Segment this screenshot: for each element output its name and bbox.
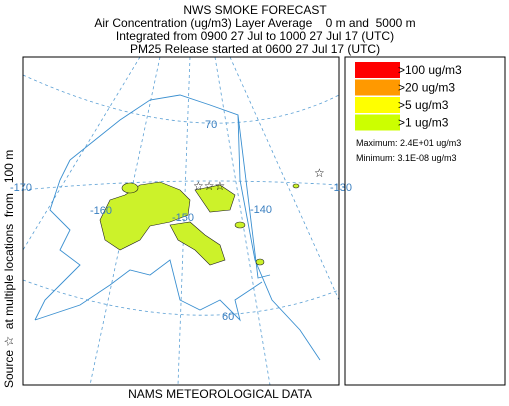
graticule [177,57,191,385]
legend-swatch [355,62,400,78]
graticule-label: -140 [250,204,272,216]
graticule-label: -160 [90,205,112,217]
legend-swatch [355,79,400,96]
map: ☆☆☆ ☆ 70 -170 -160 -150 -140 -130 60 [10,56,352,386]
graticule-label: -130 [330,182,352,194]
legend-label: >20 ug/m3 [398,81,455,95]
title: NWS SMOKE FORECAST [183,3,327,17]
graticule [23,180,339,191]
smoke-plume [292,183,300,189]
graticule [23,279,339,316]
subtitle: PM25 Release started at 0600 27 Jul 17 (… [130,42,380,56]
legend-swatch [355,114,400,131]
graticule-label: 70 [205,119,217,131]
footer: NAMS METEOROLOGICAL DATA [128,387,312,401]
legend-label: >100 ug/m3 [398,63,462,77]
source-star: ☆☆☆ [193,179,225,193]
graticule [23,74,339,124]
source-star: ☆ [314,166,325,180]
coastline [34,94,321,361]
map-content: ☆☆☆ ☆ [23,57,339,385]
legend-swatch [355,97,400,113]
legend-label: >5 ug/m3 [398,98,449,112]
source-label: Source ☆ at multiple locations from 100 … [2,150,16,388]
graticule-label: -170 [10,182,32,194]
map-frame [22,56,340,386]
legend-label: >1 ug/m3 [398,116,449,130]
smoke-plume [169,221,226,266]
smoke-plume [121,182,139,194]
subtitle: Air Concentration (ug/m3) Layer Average … [94,16,415,30]
graticule-label: 60 [222,311,234,323]
legend-maximum: Maximum: 2.4E+01 ug/m3 [356,138,461,148]
smoke-plume [234,221,246,229]
legend-frame [344,56,506,386]
graticule-label: -150 [172,212,194,224]
legend-minimum: Minimum: 3.1E-08 ug/m3 [356,153,457,163]
border [237,114,271,279]
graticule [89,57,161,385]
graticule [214,57,271,385]
graticule [229,57,339,301]
smoke-plume [194,184,236,213]
subtitle: Integrated from 0900 27 Jul to 1000 27 J… [116,29,394,43]
graticule [23,57,141,251]
smoke-plume [255,258,265,266]
smoke-plume [99,181,191,251]
